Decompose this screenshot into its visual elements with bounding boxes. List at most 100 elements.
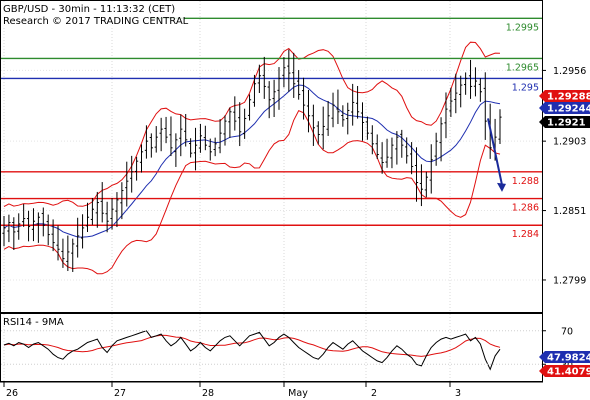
candle	[174, 133, 178, 167]
candle	[130, 155, 134, 193]
candle	[272, 79, 276, 117]
candle	[277, 67, 281, 110]
svg-text:1.29288: 1.29288	[547, 92, 590, 103]
price-tick-label: 1.2903	[553, 137, 586, 148]
bollinger-lower-line	[3, 110, 501, 275]
candle	[76, 217, 80, 258]
candle	[115, 192, 119, 228]
candle	[203, 125, 207, 151]
grid	[1, 1, 542, 381]
candle	[478, 78, 482, 102]
candle	[85, 202, 90, 233]
candle	[498, 109, 502, 144]
candle	[257, 64, 261, 93]
candle	[26, 210, 31, 242]
candle	[243, 108, 247, 139]
moving-average	[3, 84, 501, 238]
candle	[444, 92, 448, 139]
candle	[400, 129, 404, 158]
level-label: 1.2965	[506, 62, 539, 73]
candle	[351, 83, 355, 126]
candle	[292, 52, 296, 98]
candle	[360, 102, 365, 141]
candle	[316, 121, 320, 145]
price-tick-label: 1.2956	[553, 66, 586, 77]
candle	[80, 214, 85, 249]
candle	[414, 147, 419, 202]
candle	[56, 225, 60, 261]
candle	[159, 117, 163, 152]
candle	[110, 197, 114, 230]
time-tick-label: May	[288, 388, 308, 399]
rsi-ma-line	[3, 334, 501, 357]
chart-copyright: Research © 2017 TRADING CENTRAL	[3, 16, 189, 27]
candle	[218, 119, 222, 154]
candle	[483, 72, 487, 140]
rsi-tick-label: 70	[561, 326, 573, 337]
candle	[169, 116, 173, 157]
svg-text:1.29244: 1.29244	[547, 104, 590, 115]
forecast-arrow	[487, 118, 506, 192]
candle	[46, 214, 50, 246]
candle	[12, 217, 16, 250]
candle	[306, 89, 311, 133]
candle	[459, 75, 463, 108]
rsi-line	[3, 330, 501, 371]
candle	[370, 125, 374, 155]
candle	[247, 94, 252, 121]
candle	[22, 204, 26, 227]
candle	[149, 133, 153, 158]
candle	[233, 96, 237, 131]
bollinger-upper-line	[3, 41, 501, 208]
price-badge: 1.29244	[539, 102, 590, 115]
candle	[228, 107, 232, 138]
candle	[51, 219, 55, 252]
candle	[208, 138, 212, 161]
candle	[410, 142, 414, 175]
level-label: 1.2995	[506, 22, 539, 33]
candle	[7, 214, 11, 243]
forecast-arrow-head	[497, 182, 506, 192]
candle	[355, 85, 360, 119]
candle	[2, 216, 6, 247]
time-axis: 26 27 28 May 2 3	[0, 381, 543, 399]
candle	[287, 49, 291, 92]
candle	[468, 59, 473, 99]
candle	[267, 81, 271, 119]
candle	[301, 77, 306, 120]
level-label: 1.295	[512, 82, 539, 93]
candle	[71, 238, 75, 272]
candle	[365, 116, 370, 140]
candles	[2, 49, 502, 272]
candle	[41, 207, 45, 237]
candle	[439, 117, 443, 162]
candle	[90, 198, 94, 225]
candle	[238, 102, 242, 147]
candle	[184, 113, 188, 147]
candle	[95, 191, 99, 228]
price-levels: 1.2995 1.2965 1.295 1.288 1.286 1.284	[1, 17, 542, 240]
candle	[321, 106, 325, 150]
candle	[193, 127, 198, 171]
candle	[262, 56, 266, 99]
main-panel	[0, 0, 543, 313]
svg-text:47.9824: 47.9824	[547, 353, 590, 364]
time-tick-label: 2	[371, 388, 377, 399]
rsi-badge: 47.9824	[539, 351, 590, 364]
level-label: 1.288	[512, 176, 539, 187]
candle	[429, 144, 433, 194]
candle	[331, 92, 335, 128]
candle	[223, 115, 227, 146]
candle	[61, 238, 65, 268]
candle	[120, 182, 124, 220]
candle	[390, 137, 394, 169]
rsi-lines	[3, 330, 501, 371]
candle	[66, 235, 70, 272]
candle	[449, 87, 453, 118]
candle	[144, 125, 149, 159]
candle	[125, 161, 129, 207]
candle	[473, 67, 478, 97]
candle	[434, 132, 438, 166]
forecast-arrow-shaft	[487, 118, 503, 186]
